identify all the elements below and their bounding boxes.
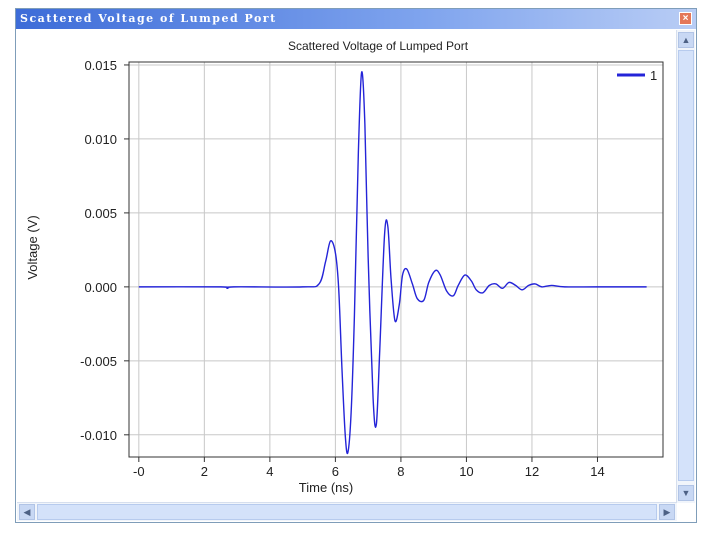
plot-frame [128,61,664,458]
y-tick-label: 0.010 [84,132,117,147]
x-tick-label: 14 [590,464,604,479]
scroll-left-icon[interactable]: ◀ [19,504,35,520]
vertical-scrollbar[interactable]: ▲ ▼ [676,30,695,503]
horizontal-scrollbar[interactable]: ◀ ▶ [17,502,677,521]
x-axis-label: Time (ns) [299,480,353,495]
x-tick-label: 10 [459,464,473,479]
y-tick-label: 0.015 [84,58,117,73]
scroll-down-icon[interactable]: ▼ [678,485,694,501]
x-tick-label: 12 [525,464,539,479]
title-bar[interactable]: Scattered Voltage of Lumped Port × [16,9,696,29]
scroll-up-icon[interactable]: ▲ [678,32,694,48]
y-axis-label: Voltage (V) [25,215,40,279]
x-tick-label: 8 [397,464,404,479]
x-tick-label: 4 [266,464,273,479]
legend-label: 1 [650,68,657,83]
series-line [138,71,647,455]
vertical-scroll-thumb[interactable] [678,50,694,481]
line-chart: -0 2 4 6 8 10 12 14 0.015 0.010 0.005 0.000 -0.005 -0… [25,39,664,495]
scroll-right-icon[interactable]: ▶ [659,504,675,520]
y-tick-label: -0.005 [80,354,117,369]
y-tick-label: -0.010 [80,428,117,443]
plot-area [129,62,663,457]
y-tick-label: 0.005 [84,206,117,221]
chart-window: Scattered Voltage of Lumped Port × -0 2 4 6… [15,8,697,523]
horizontal-scroll-thumb[interactable] [37,504,657,520]
y-tick-label: 0.000 [84,280,117,295]
x-tick-label: 6 [332,464,339,479]
x-tick-label: -0 [133,464,145,479]
chart-title: Scattered Voltage of Lumped Port [288,39,469,53]
x-tick-label: 2 [201,464,208,479]
window-title: Scattered Voltage of Lumped Port [20,12,277,25]
close-icon[interactable]: × [679,12,692,25]
